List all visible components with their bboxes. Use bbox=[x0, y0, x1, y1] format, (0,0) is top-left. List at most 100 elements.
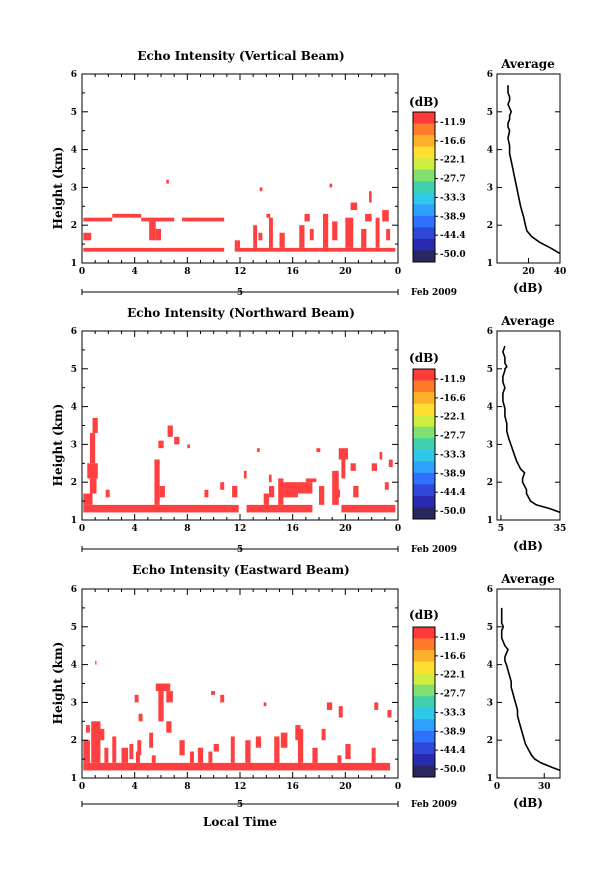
echo-cell bbox=[154, 459, 160, 505]
northward-beam-day-label: 5 bbox=[237, 545, 243, 555]
x-tick-label: 0 bbox=[395, 267, 401, 277]
colorbar-swatch bbox=[413, 204, 435, 217]
echo-cell bbox=[371, 747, 376, 763]
colorbar-frame bbox=[412, 111, 436, 263]
echo-cell bbox=[322, 213, 329, 248]
vertical-beam-average-profile: 1 2 3 4 5 6 20 40 bbox=[487, 70, 567, 277]
vertical-beam-colorbar-unit: (dB) bbox=[409, 95, 439, 109]
colorbar-swatch bbox=[413, 495, 435, 508]
echo-cell bbox=[268, 485, 275, 498]
colorbar-tick-label: -11.9 bbox=[440, 375, 466, 385]
average-x-tick-label: 20 bbox=[522, 267, 535, 277]
y-tick-label: 3 bbox=[71, 440, 77, 450]
y-tick-label: 3 bbox=[71, 698, 77, 708]
eastward-beam-average-xlabel: (dB) bbox=[513, 796, 543, 810]
echo-cell bbox=[189, 751, 194, 763]
colorbar-swatch bbox=[413, 250, 435, 263]
echo-cell bbox=[83, 493, 93, 505]
vertical-beam-heatmap bbox=[83, 179, 396, 252]
echo-cell bbox=[280, 732, 288, 748]
panel-vertical-beam: Echo Intensity (Vertical Beam) Height (k… bbox=[51, 49, 566, 298]
panel-eastward-beam: Echo Intensity (Eastward Beam) Height (k… bbox=[51, 563, 561, 829]
echo-cell bbox=[89, 433, 96, 464]
colorbar-swatch bbox=[413, 181, 435, 194]
echo-cell bbox=[87, 463, 98, 479]
average-y-tick-label: 6 bbox=[487, 585, 493, 595]
colorbar-swatch bbox=[413, 192, 435, 205]
eastward-beam-day-label: 5 bbox=[237, 800, 243, 810]
x-tick-label: 12 bbox=[234, 524, 247, 534]
vertical-beam-timeline: 5 Feb 2009 bbox=[81, 288, 457, 298]
echo-cell bbox=[83, 232, 92, 241]
echo-cell bbox=[243, 470, 247, 479]
echo-cell bbox=[151, 755, 156, 763]
y-tick-label: 6 bbox=[71, 585, 77, 595]
echo-cell bbox=[384, 482, 389, 490]
echo-cell bbox=[182, 217, 225, 222]
echo-cell bbox=[345, 217, 354, 248]
echo-cell bbox=[234, 240, 240, 248]
echo-cell bbox=[213, 743, 219, 752]
echo-cell bbox=[167, 425, 173, 437]
colorbar-tick-label: -38.9 bbox=[440, 212, 466, 222]
echo-cell bbox=[268, 217, 273, 248]
echo-cell bbox=[158, 691, 164, 722]
colorbar-tick-label: -22.1 bbox=[440, 156, 466, 166]
echo-cell bbox=[326, 702, 333, 710]
echo-cell bbox=[187, 444, 190, 449]
colorbar-swatch bbox=[413, 673, 435, 686]
echo-cell bbox=[174, 436, 180, 445]
echo-cell bbox=[268, 474, 272, 483]
average-y-tick-label: 1 bbox=[487, 259, 493, 269]
y-tick-label: 6 bbox=[71, 70, 77, 80]
average-y-tick-label: 1 bbox=[487, 774, 493, 784]
average-y-tick-label: 3 bbox=[487, 698, 493, 708]
echo-cell bbox=[141, 217, 175, 222]
colorbar-swatch bbox=[413, 438, 435, 451]
x-tick-label: 0 bbox=[79, 782, 85, 792]
echo-cell bbox=[316, 448, 321, 452]
echo-cell bbox=[334, 489, 341, 498]
echo-cell bbox=[92, 728, 105, 741]
echo-cell bbox=[179, 740, 185, 756]
colorbar-swatch bbox=[413, 449, 435, 462]
echo-cell bbox=[279, 232, 285, 248]
y-tick-label: 1 bbox=[71, 516, 77, 526]
colorbar-tick-label: -27.7 bbox=[440, 432, 466, 442]
echo-cell bbox=[321, 728, 326, 741]
echo-cell bbox=[365, 213, 372, 222]
vertical-beam-date-label: Feb 2009 bbox=[411, 288, 457, 298]
echo-cell bbox=[255, 736, 262, 748]
colorbar-swatch bbox=[413, 426, 435, 439]
x-tick-label: 0 bbox=[79, 524, 85, 534]
average-y-tick-label: 4 bbox=[487, 661, 493, 671]
colorbar-tick-label: -50.0 bbox=[440, 765, 466, 775]
vertical-beam-average-xlabel: (dB) bbox=[513, 281, 543, 295]
colorbar-tick-label: -16.6 bbox=[440, 137, 466, 147]
vertical-beam-average-title: Average bbox=[500, 57, 555, 71]
average-y-tick-label: 6 bbox=[487, 70, 493, 80]
x-tick-label: 20 bbox=[339, 524, 352, 534]
colorbar-swatch bbox=[413, 742, 435, 755]
northward-beam-average-frame bbox=[496, 330, 561, 521]
northward-beam-colorbar-unit: (dB) bbox=[409, 351, 439, 365]
echo-cell bbox=[208, 751, 213, 763]
echo-cell bbox=[263, 493, 269, 505]
echo-cell bbox=[350, 202, 358, 211]
colorbar-swatch bbox=[413, 123, 435, 136]
colorbar-swatch bbox=[413, 158, 435, 171]
echo-cell bbox=[204, 489, 209, 498]
vertical-beam-ylabel: Height (km) bbox=[51, 147, 65, 230]
average-y-tick-label: 3 bbox=[487, 183, 493, 193]
echo-cell bbox=[257, 448, 260, 452]
colorbar-swatch bbox=[413, 380, 435, 393]
echo-cell bbox=[149, 221, 156, 241]
y-tick-label: 6 bbox=[71, 327, 77, 337]
colorbar-swatch bbox=[413, 135, 435, 148]
vertical-beam-average-frame bbox=[496, 73, 561, 264]
y-tick-label: 2 bbox=[71, 221, 77, 231]
x-tick-label: 0 bbox=[79, 267, 85, 277]
echo-cell bbox=[337, 755, 342, 763]
echo-cell bbox=[159, 485, 165, 498]
colorbar-swatch bbox=[413, 684, 435, 697]
